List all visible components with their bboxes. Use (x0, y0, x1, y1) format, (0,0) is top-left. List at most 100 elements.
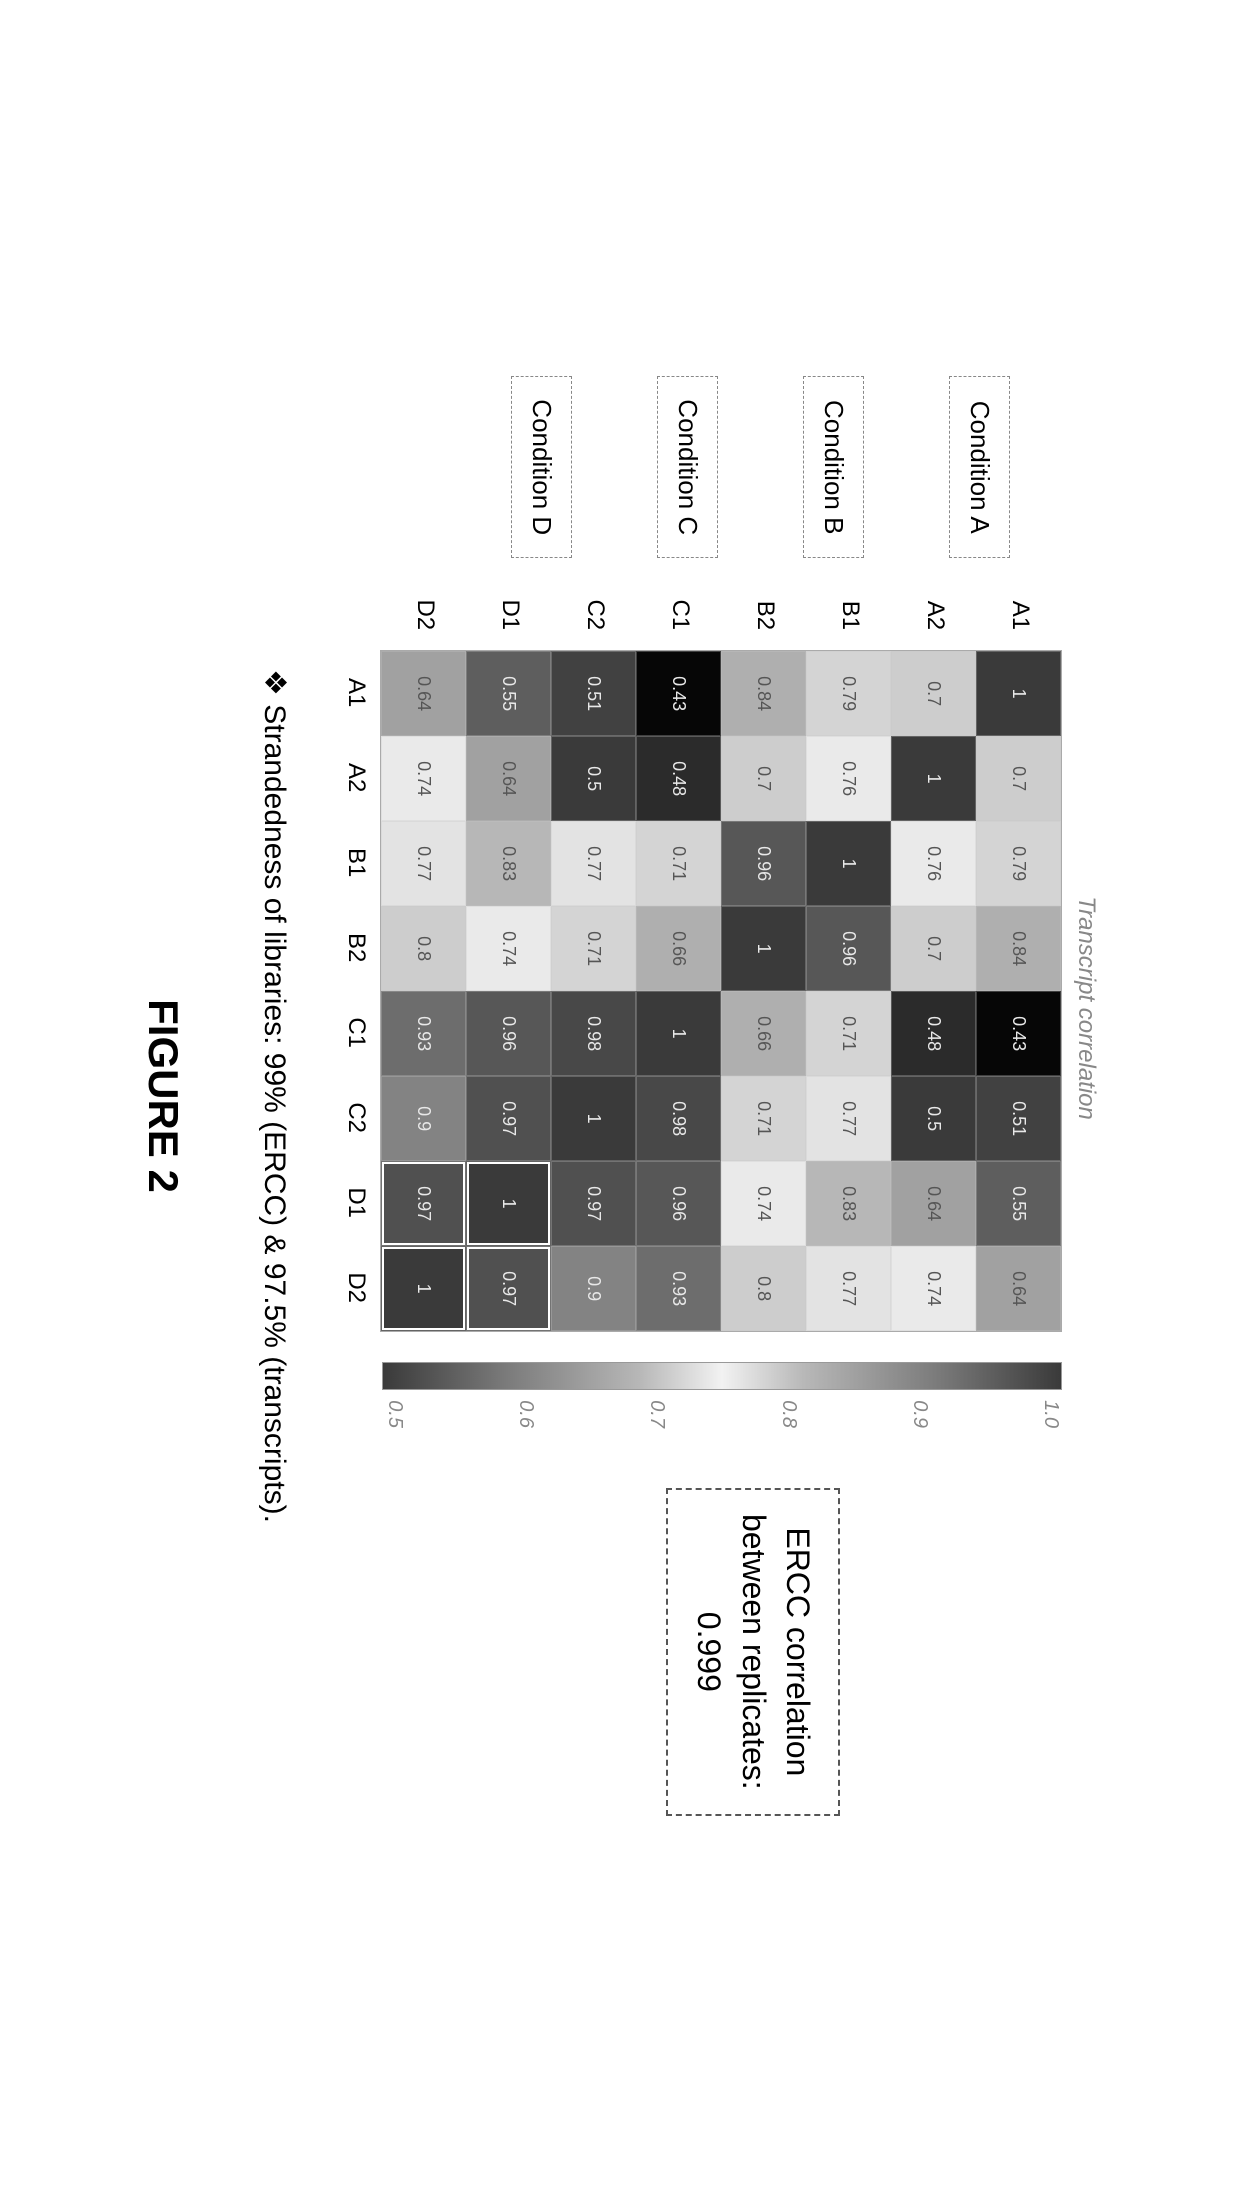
heatmap-cell: 0.7 (722, 736, 807, 821)
annotation-value: 0.999 (691, 1612, 727, 1692)
heatmap-cell: 0.96 (467, 991, 552, 1076)
footnote: Strandedness of libraries: 99% (ERCC) & … (258, 669, 293, 1523)
heatmap-cell: 0.84 (722, 651, 807, 736)
heatmap-cell: 0.7 (977, 736, 1062, 821)
x-axis-label: C2 (343, 1075, 371, 1160)
y-axis-labels: A1A2B1B2C1C2D1D2 (383, 588, 1063, 638)
colorbar-tick: 0.9 (908, 1400, 931, 1428)
x-axis-label: D1 (343, 1160, 371, 1245)
heatmap-cell: 1 (807, 821, 892, 906)
heatmap-cell: 0.71 (552, 906, 637, 991)
heatmap-cell: 0.43 (637, 651, 722, 736)
x-axis-label: D2 (343, 1245, 371, 1330)
heatmap-cell: 0.84 (977, 906, 1062, 991)
heatmap-cell: 0.71 (807, 991, 892, 1076)
heatmap-cell: 1 (467, 1161, 552, 1246)
heatmap-cell: 0.79 (977, 821, 1062, 906)
heatmap-cell: 0.66 (637, 906, 722, 991)
condition-label: Condition B (804, 376, 865, 558)
colorbar-tick: 1.0 (1040, 1400, 1063, 1428)
heatmap-cell: 1 (382, 1246, 467, 1331)
heatmap-cell: 0.96 (722, 821, 807, 906)
y-axis-label: D1 (468, 588, 553, 638)
heatmap-cell: 0.97 (552, 1161, 637, 1246)
condition-label: Condition A (950, 376, 1011, 558)
heatmap-cell: 0.64 (467, 736, 552, 821)
heatmap-cell: 0.55 (467, 651, 552, 736)
heatmap-grid: 10.70.790.840.430.510.550.640.710.760.70… (381, 650, 1063, 1332)
x-axis-label: C1 (343, 990, 371, 1075)
heatmap-cell: 0.77 (807, 1246, 892, 1331)
heatmap-cell: 0.83 (807, 1161, 892, 1246)
heatmap-cell: 0.64 (977, 1246, 1062, 1331)
heatmap-cell: 0.55 (977, 1161, 1062, 1246)
heatmap-cell: 0.5 (552, 736, 637, 821)
heatmap-cell: 0.7 (892, 906, 977, 991)
colorbar-block: 1.0 0.9 0.8 0.7 0.6 0.5 (383, 1362, 1063, 1428)
heatmap-cell: 0.5 (892, 1076, 977, 1161)
x-axis-label: B2 (343, 905, 371, 990)
x-axis-labels: A1A2B1B2C1C2D1D2 (343, 650, 371, 1332)
colorbar-ticks: 1.0 0.9 0.8 0.7 0.6 0.5 (383, 1400, 1063, 1428)
heatmap-cell: 0.74 (892, 1246, 977, 1331)
colorbar-tick: 0.6 (514, 1400, 537, 1428)
heatmap-cell: 0.8 (382, 906, 467, 991)
condition-labels-column: Condition A Condition B Condition C Cond… (512, 376, 1011, 558)
grid-wrap: 10.70.790.840.430.510.550.640.710.760.70… (343, 650, 1063, 1332)
ercc-annotation: ERCC correlation between replicates: 0.9… (666, 1488, 840, 1816)
heatmap-cell: 0.76 (807, 736, 892, 821)
y-axis-label: A1 (978, 588, 1063, 638)
y-axis-label: C1 (638, 588, 723, 638)
heatmap-cell: 0.48 (892, 991, 977, 1076)
heatmap-cell: 0.74 (467, 906, 552, 991)
heatmap-cell: 0.7 (892, 651, 977, 736)
heatmap-cell: 0.98 (552, 991, 637, 1076)
heatmap-cell: 0.77 (382, 821, 467, 906)
heatmap-cell: 0.71 (722, 1076, 807, 1161)
heatmap-cell: 0.76 (892, 821, 977, 906)
heatmap-cell: 0.9 (382, 1076, 467, 1161)
y-axis-label: B1 (808, 588, 893, 638)
annotation-line: between replicates: (736, 1514, 772, 1790)
heatmap-cell: 0.71 (637, 821, 722, 906)
heatmap-cell: 0.51 (977, 1076, 1062, 1161)
heatmap-cell: 0.97 (467, 1246, 552, 1331)
x-axis-label: A2 (343, 735, 371, 820)
heatmap-block: Transcript correlation A1A2B1B2C1C2D1D2 … (343, 588, 1101, 1428)
heatmap-cell: 0.64 (892, 1161, 977, 1246)
heatmap-cell: 0.74 (382, 736, 467, 821)
main-row: Condition A Condition B Condition C Cond… (343, 376, 1101, 1815)
annotation-line: ERCC correlation (781, 1527, 817, 1776)
heatmap-cell: 1 (637, 991, 722, 1076)
heatmap-cell: 0.93 (382, 991, 467, 1076)
heatmap-cell: 1 (722, 906, 807, 991)
y-axis-label: D2 (383, 588, 468, 638)
colorbar-tick: 0.7 (645, 1400, 668, 1428)
y-axis-label: A2 (893, 588, 978, 638)
colorbar-tick: 0.5 (383, 1400, 406, 1428)
condition-label: Condition C (658, 376, 719, 558)
heatmap-cell: 0.43 (977, 991, 1062, 1076)
x-axis-label: A1 (343, 650, 371, 735)
figure-label: FIGURE 2 (140, 999, 188, 1193)
heatmap-cell: 0.74 (722, 1161, 807, 1246)
heatmap-cell: 1 (892, 736, 977, 821)
colorbar-tick: 0.8 (777, 1400, 800, 1428)
heatmap-cell: 0.77 (552, 821, 637, 906)
heatmap-cell: 0.64 (382, 651, 467, 736)
y-axis-label: B2 (723, 588, 808, 638)
y-axis-label: C2 (553, 588, 638, 638)
heatmap-cell: 0.96 (637, 1161, 722, 1246)
heatmap-cell: 1 (977, 651, 1062, 736)
heatmap-area: A1A2B1B2C1C2D1D2 10.70.790.840.430.510.5… (343, 588, 1063, 1428)
heatmap-cell: 0.51 (552, 651, 637, 736)
x-axis-label: B1 (343, 820, 371, 905)
colorbar (383, 1362, 1063, 1390)
heatmap-cell: 0.66 (722, 991, 807, 1076)
heatmap-cell: 0.83 (467, 821, 552, 906)
heatmap-cell: 0.77 (807, 1076, 892, 1161)
heatmap-cell: 0.96 (807, 906, 892, 991)
heatmap-cell: 0.79 (807, 651, 892, 736)
heatmap-cell: 0.48 (637, 736, 722, 821)
heatmap-cell: 1 (552, 1076, 637, 1161)
